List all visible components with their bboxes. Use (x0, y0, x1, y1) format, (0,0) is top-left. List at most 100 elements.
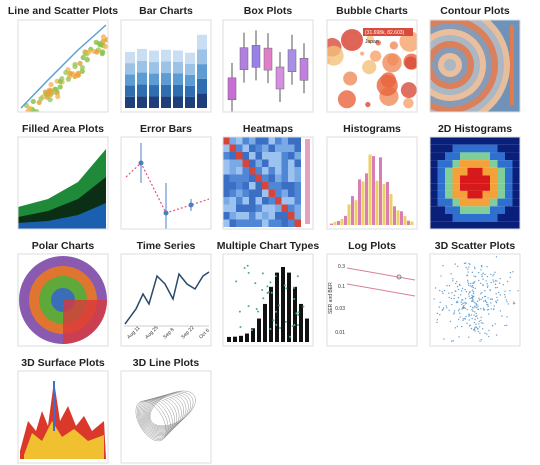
bar (407, 220, 410, 225)
thumbnail-border (120, 370, 212, 464)
line (124, 271, 210, 325)
dot (486, 303, 488, 306)
box (251, 45, 261, 68)
dot (448, 292, 450, 294)
gallery-tile[interactable]: 3D Surface Plots (17, 357, 109, 464)
bar (185, 85, 195, 97)
dot (477, 305, 479, 307)
cell (467, 206, 475, 214)
cell (437, 221, 445, 229)
dot (473, 275, 475, 277)
gallery-tile[interactable]: Filled Area Plots (17, 123, 109, 230)
cell (437, 144, 445, 153)
dot (285, 287, 288, 290)
dot (483, 295, 486, 298)
gallery-tile[interactable]: 3D Line Plots (120, 357, 212, 464)
tooltip (363, 28, 413, 36)
gallery-tile[interactable]: Multiple Chart Types (217, 240, 320, 347)
dot (471, 289, 474, 291)
cell (460, 221, 468, 229)
gallery-tile[interactable]: Time Series Aug 11 Aug 25 Sep 8 Sep 22 Oct 6 (120, 240, 212, 347)
gallery-tile[interactable]: 2D Histograms (429, 123, 521, 230)
dot (469, 305, 472, 308)
bar (333, 221, 337, 225)
dot (436, 321, 438, 324)
dot (473, 327, 476, 329)
bar (233, 336, 237, 342)
bar (197, 34, 207, 50)
thumbnail (120, 136, 212, 230)
dot (446, 285, 448, 287)
cell (505, 221, 513, 229)
dot (497, 291, 500, 294)
thumbnail (429, 136, 521, 230)
cell (255, 159, 262, 167)
dot (476, 306, 478, 309)
cell (437, 206, 445, 214)
cell (249, 219, 256, 227)
dot (496, 280, 498, 282)
cell (294, 204, 301, 212)
dot (470, 327, 473, 330)
dot (293, 286, 296, 289)
gallery-tile[interactable]: Log Plots 0.3 0.1 0.03 0.01 SER and BER (326, 240, 418, 347)
dot (473, 328, 476, 331)
loop (147, 392, 191, 429)
thumbnail (17, 253, 109, 347)
dot (486, 266, 488, 268)
cell (255, 189, 262, 197)
cell (255, 137, 262, 145)
gallery-tile[interactable]: Bubble Charts (31.698k, 82.603) Japan (323, 5, 420, 113)
dot (486, 309, 489, 311)
dot (434, 287, 437, 289)
cell (467, 198, 475, 207)
thumbnail-border (120, 19, 212, 113)
gallery-tile[interactable]: Histograms (326, 123, 418, 230)
cell (249, 144, 256, 152)
cell (467, 137, 475, 145)
cell (475, 175, 483, 184)
bar (185, 63, 195, 75)
cell (229, 144, 236, 152)
cell (236, 152, 243, 160)
thumbnail-border (222, 19, 314, 113)
cell (475, 183, 483, 191)
dot (267, 291, 270, 294)
cell (268, 137, 275, 145)
gallery-tile[interactable]: Error Bars (120, 123, 212, 243)
dot (493, 281, 495, 283)
dot (504, 296, 506, 298)
contour (444, 59, 456, 71)
dot (48, 81, 54, 88)
cell (236, 182, 243, 190)
thumbnail-content (327, 137, 417, 229)
cell (467, 183, 475, 191)
dot (297, 311, 300, 314)
cell (294, 167, 301, 175)
dot (472, 292, 475, 295)
gallery-tile[interactable]: Line and Scatter Plots (8, 5, 118, 114)
dot (480, 322, 483, 324)
bar (410, 221, 414, 225)
cell (445, 167, 453, 176)
gallery-tile[interactable]: Polar Charts (17, 240, 109, 347)
cell (288, 152, 295, 160)
dot (487, 305, 489, 307)
dot (465, 290, 468, 293)
dot (474, 275, 477, 278)
dot (460, 301, 462, 303)
gallery-tile[interactable]: Box Plots (222, 5, 314, 113)
thumbnail (120, 370, 212, 464)
cell (512, 160, 520, 168)
dot (517, 290, 519, 292)
dot (489, 298, 492, 300)
gallery-tile[interactable]: 3D Scatter Plots (429, 240, 521, 347)
gallery-tile[interactable]: Contour Plots (390, 5, 521, 125)
cell (288, 197, 295, 205)
dot (72, 63, 78, 70)
dot (55, 93, 61, 100)
thumbnail-border (326, 19, 418, 113)
gallery-tile[interactable]: Heatmaps (222, 123, 314, 230)
cell (460, 183, 468, 191)
gallery-tile[interactable]: Bar Charts (120, 5, 212, 113)
